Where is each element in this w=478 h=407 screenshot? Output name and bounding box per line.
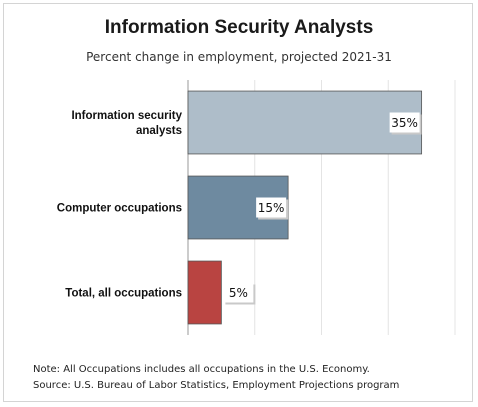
- data-label: 15%: [258, 201, 285, 215]
- source-text: Source: U.S. Bureau of Labor Statistics,…: [33, 380, 400, 391]
- data-label: 5%: [229, 286, 248, 300]
- bar: [187, 260, 222, 325]
- chart-title: Information Security Analysts: [104, 17, 374, 38]
- category-label: Information security: [71, 110, 182, 122]
- note-text: Note: All Occupations includes all occup…: [33, 364, 370, 375]
- data-label-box: [256, 197, 287, 218]
- bar: [187, 90, 423, 155]
- data-label-box: [389, 112, 420, 133]
- data-label-box: [223, 282, 254, 303]
- category-label: Total, all occupations: [65, 288, 182, 300]
- category-label: Computer occupations: [57, 203, 182, 215]
- chart-notes: Note: All Occupations includes all occup…: [33, 362, 399, 394]
- category-label: analysts: [136, 125, 182, 137]
- data-label: 35%: [391, 116, 418, 130]
- chart-subtitle: Percent change in employment, projected …: [86, 50, 392, 64]
